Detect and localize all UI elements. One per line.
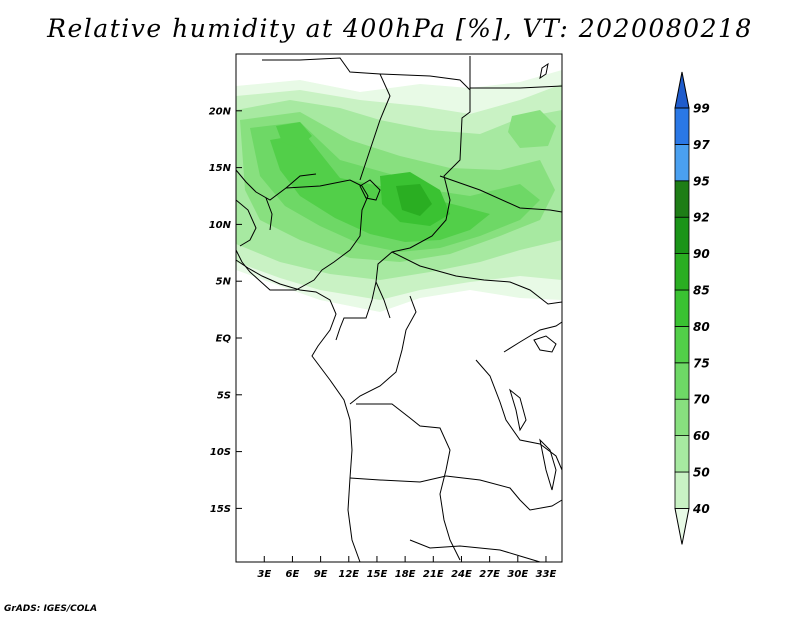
colorbar-label: 60 — [693, 429, 710, 443]
colorbar-label: 70 — [693, 393, 710, 407]
lat-label: 10S — [210, 447, 231, 458]
lat-label: 5N — [216, 277, 232, 288]
colorbar-box — [674, 107, 690, 145]
humidity-field — [236, 70, 562, 312]
colorbar-box — [674, 471, 690, 509]
colorbar-label: 80 — [693, 320, 710, 334]
colorbar: 40 50 60 70 75 80 85 90 92 95 97 99 — [674, 71, 710, 545]
colorbar-label: 75 — [693, 356, 710, 370]
lon-label: 12E — [338, 569, 359, 580]
lon-label: 9E — [314, 569, 328, 580]
colorbar-label: 99 — [693, 102, 710, 116]
colorbar-box — [674, 398, 690, 437]
borders — [235, 56, 563, 563]
colorbar-label: 40 — [692, 502, 710, 516]
lon-label: 21E — [423, 569, 444, 580]
colorbar-label: 85 — [693, 284, 710, 298]
lon-label: 33E — [536, 569, 557, 580]
lat-label: 10N — [209, 220, 232, 231]
colorbar-upper-triangle — [674, 71, 690, 109]
lon-axis: 3E 6E 9E 12E 15E 18E 21E 24E 27E 30E 33E — [257, 556, 557, 580]
colorbar-box — [674, 180, 690, 218]
map-frame — [235, 53, 563, 563]
lon-label: 3E — [257, 569, 271, 580]
colorbar-label: 92 — [693, 211, 710, 225]
lon-label: 27E — [479, 569, 500, 580]
colorbar-box — [674, 216, 690, 254]
colorbar-lower-triangle — [674, 507, 690, 545]
lat-label: 20N — [209, 106, 232, 117]
credit-text: GrADS: IGES/COLA — [4, 604, 98, 614]
lat-axis: 20N 15N 10N 5N EQ 5S 10S 15S — [209, 106, 242, 515]
lon-label: 6E — [286, 569, 300, 580]
colorbar-label: 95 — [693, 174, 710, 188]
lat-label: EQ — [216, 334, 232, 345]
colorbar-label: 50 — [693, 466, 710, 480]
lat-label: 15S — [210, 504, 231, 515]
colorbar-box — [674, 253, 690, 291]
lon-label: 30E — [507, 569, 528, 580]
colorbar-label: 97 — [693, 138, 710, 152]
lon-label: 18E — [395, 569, 416, 580]
colorbar-box — [674, 143, 690, 182]
lon-label: 24E — [451, 569, 472, 580]
colorbar-box — [674, 362, 690, 400]
lon-label: 15E — [367, 569, 388, 580]
colorbar-box — [674, 325, 690, 364]
colorbar-box — [674, 435, 690, 473]
map-title: Relative humidity at 400hPa [%], VT: 202… — [47, 14, 753, 43]
lat-label: 15N — [209, 163, 232, 174]
colorbar-label: 90 — [693, 247, 710, 261]
lat-label: 5S — [217, 390, 231, 401]
colorbar-box — [674, 289, 690, 327]
